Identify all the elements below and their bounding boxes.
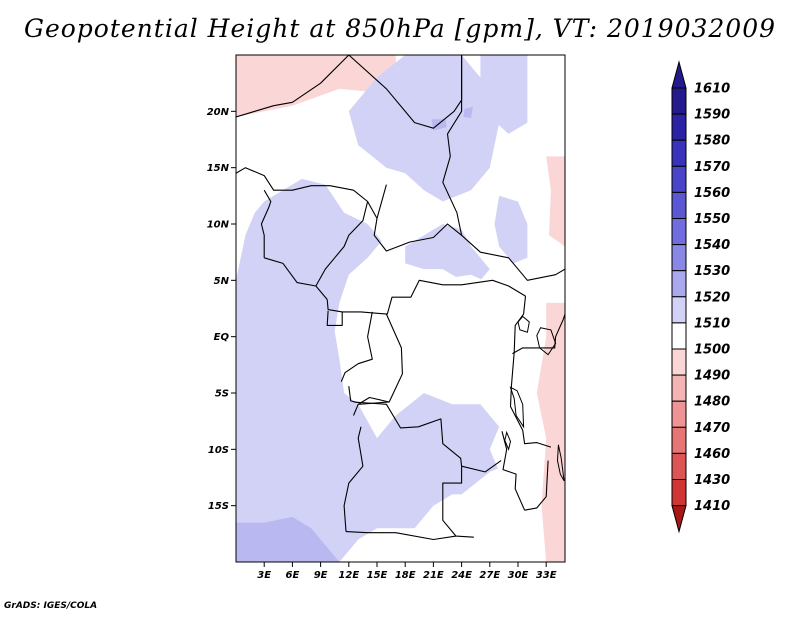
- lon-tick-label: 24E: [451, 570, 472, 581]
- colorbar-label: 1560: [694, 186, 730, 201]
- lake-outline: [509, 386, 525, 429]
- country-boundary: [343, 426, 364, 532]
- lake-outline: [504, 430, 512, 451]
- colorbar-swatch: [671, 296, 687, 324]
- region-pink-east-south: [536, 302, 565, 562]
- country-boundary: [260, 189, 272, 258]
- colorbar-swatch: [671, 191, 687, 219]
- colorbar-swatch: [671, 374, 687, 402]
- colorbar-swatch: [671, 244, 687, 272]
- lon-tick-label: 18E: [395, 570, 416, 581]
- country-boundary: [348, 313, 403, 404]
- lat-tick-label: 15N: [207, 163, 230, 174]
- country-boundary: [236, 55, 350, 118]
- colorbar-label: 1580: [694, 134, 730, 149]
- colorbar-label: 1500: [694, 343, 730, 358]
- colorbar-label: 1460: [694, 447, 730, 462]
- region-pink-east-north: [546, 156, 565, 247]
- region-darker-patch-north-2: [463, 106, 473, 119]
- country-boundary: [442, 55, 565, 281]
- country-boundary: [345, 531, 457, 541]
- colorbar-label: 1610: [694, 82, 730, 97]
- region-white-interior: [367, 274, 528, 382]
- colorbar-label: 1410: [694, 499, 730, 514]
- region-lavender-north-east-top: [480, 55, 528, 134]
- grads-credit: GrADS: IGES/COLA: [4, 601, 98, 611]
- lat-tick-label: EQ: [214, 332, 230, 343]
- colorbar-label: 1490: [694, 369, 730, 384]
- country-boundary: [501, 431, 526, 511]
- colorbar-swatch: [671, 270, 687, 298]
- lat-tick-label: 10S: [208, 445, 229, 456]
- lat-tick-label: 10N: [207, 220, 230, 231]
- lon-tick-label: 33E: [536, 570, 557, 581]
- colorbar-swatch: [671, 322, 687, 350]
- lon-tick-label: 30E: [508, 570, 529, 581]
- region-darker-patch-north: [431, 119, 447, 131]
- lon-tick-label: 21E: [423, 570, 444, 581]
- country-boundary: [524, 460, 549, 511]
- lake-outline: [536, 327, 557, 356]
- colorbar-swatch: [671, 452, 687, 480]
- colorbar-label: 1570: [694, 160, 730, 175]
- lon-tick-label: 9E: [314, 570, 328, 581]
- colorbar-label: 1510: [694, 316, 730, 331]
- country-boundary: [353, 401, 502, 473]
- colorbar-label: 1470: [694, 421, 730, 436]
- latitude-axis: 20N 15N 10N 5N EQ 5S 10S 15S: [207, 107, 236, 512]
- country-boundary: [442, 466, 474, 538]
- colorbar-swatch: [671, 479, 687, 507]
- country-boundary: [326, 310, 343, 326]
- region-lavender-central-blob: [405, 224, 490, 281]
- lake-outline: [517, 315, 530, 333]
- colorbar-swatch: [671, 218, 687, 246]
- colorbar-top-arrow: [671, 60, 687, 89]
- colorbar-label: 1590: [694, 108, 730, 123]
- lat-tick-label: 5N: [214, 276, 230, 287]
- map-title: Geopotential Height at 850hPa [gpm], VT:…: [23, 14, 777, 43]
- colorbar-label: 1430: [694, 473, 730, 488]
- country-boundary: [315, 201, 369, 287]
- colorbar-swatch: [671, 139, 687, 167]
- country-boundary: [340, 311, 373, 382]
- lat-tick-label: 5S: [215, 389, 229, 400]
- lake-outline: [556, 444, 565, 482]
- country-boundaries: [236, 55, 565, 541]
- colorbar-bottom-arrow: [671, 505, 687, 534]
- country-boundary: [236, 167, 378, 219]
- country-boundary: [352, 401, 390, 416]
- colorbar-swatch: [671, 165, 687, 193]
- colorbar-label: 1520: [694, 290, 730, 305]
- lon-tick-label: 6E: [286, 570, 300, 581]
- lon-tick-label: 12E: [338, 570, 359, 581]
- lat-tick-label: 15S: [208, 501, 229, 512]
- colorbar-label: 1530: [694, 264, 730, 279]
- colorbar-label: 1540: [694, 238, 730, 253]
- region-lavender-east-mid: [494, 195, 528, 264]
- colorbar-label: 1550: [694, 212, 730, 227]
- longitude-axis: 3E 6E 9E 12E 15E 18E 21E 24E 27E 30E 33E: [257, 562, 557, 581]
- country-boundary: [373, 184, 462, 252]
- colorbar: 1610 1590 1580 1570 1560 1550 1540 1530 1520 1510…: [671, 60, 730, 534]
- region-darker-southwest: [236, 516, 340, 562]
- colorbar-swatch: [671, 348, 687, 376]
- colorbar-swatch: [671, 426, 687, 454]
- colorbar-swatch: [671, 113, 687, 141]
- colorbar-swatch: [671, 400, 687, 428]
- contour-fill-layer: [236, 55, 565, 562]
- lon-tick-label: 15E: [367, 570, 388, 581]
- lon-tick-label: 3E: [257, 570, 271, 581]
- colorbar-label: 1480: [694, 395, 730, 410]
- lon-tick-label: 27E: [479, 570, 500, 581]
- lat-tick-label: 20N: [207, 107, 230, 118]
- colorbar-swatch: [671, 87, 687, 115]
- country-boundary: [264, 257, 328, 300]
- map-frame: [235, 54, 566, 563]
- region-lavender-west: [236, 178, 500, 562]
